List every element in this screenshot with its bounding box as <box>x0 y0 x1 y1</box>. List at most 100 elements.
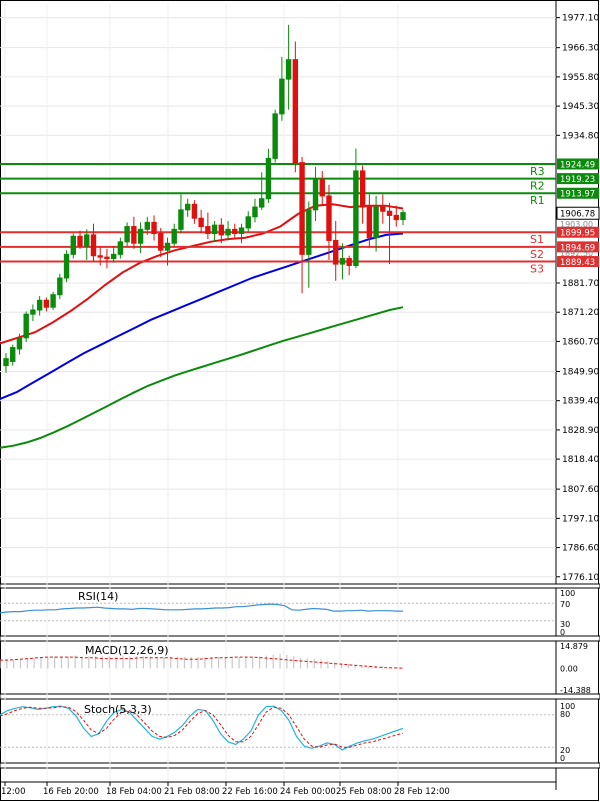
time-axis: 12:00 16 Feb 20:00 18 Feb 04:00 21 Feb 08:0… <box>0 781 556 797</box>
y-tick-label: 1839.40 <box>562 397 599 407</box>
candle-body <box>339 258 346 265</box>
candle <box>333 220 339 281</box>
candle-body <box>353 170 359 266</box>
x-tick-label: 25 Feb 08:00 <box>336 787 392 797</box>
candle <box>218 218 225 244</box>
candle <box>90 223 97 262</box>
resistance-1-tag: 1913.97 <box>560 190 595 200</box>
current-price-tag-bg <box>556 206 600 220</box>
candle <box>184 198 191 217</box>
candle <box>124 222 130 247</box>
candle <box>265 148 272 203</box>
candle-body <box>171 228 177 244</box>
candle <box>373 195 379 252</box>
stoch-k-line <box>0 705 404 751</box>
candle-body <box>131 226 137 244</box>
support-3-tag: 1889.43 <box>560 258 595 268</box>
candle <box>393 205 399 227</box>
candle-body <box>326 195 332 241</box>
candle <box>292 41 299 173</box>
macd-tick-label: -14.388 <box>560 686 591 695</box>
candle <box>258 172 265 210</box>
candle <box>16 333 23 355</box>
price-gridlines <box>0 4 556 790</box>
candle <box>198 209 204 234</box>
candle-body <box>238 227 245 234</box>
resistance-2-tag-bg <box>557 173 599 185</box>
candle <box>23 311 29 342</box>
candle <box>131 216 137 249</box>
candle <box>63 250 70 283</box>
candle <box>306 201 312 288</box>
support-2-tag: 1894.69 <box>560 243 595 253</box>
y-tick-label: 1849.90 <box>562 367 599 377</box>
macd-tick-label: 0.00 <box>560 664 578 673</box>
y-tick-label: 1934.80 <box>562 131 599 141</box>
candle-body <box>299 162 305 255</box>
candle <box>117 237 124 259</box>
stoch-tick-label: 80 <box>560 710 570 719</box>
candle-body <box>366 206 373 239</box>
y-tick-label: 1797.10 <box>562 514 599 524</box>
stoch-d-line <box>0 706 404 748</box>
candle <box>225 220 231 241</box>
candle-body <box>252 206 258 218</box>
x-tick-label: 21 Feb 08:00 <box>164 787 220 797</box>
resistance-2-label: R2 <box>530 180 545 193</box>
candle-body <box>319 178 325 197</box>
current-price-tag: 1906.78 <box>560 210 595 220</box>
candle-body <box>36 299 43 311</box>
candle <box>232 223 238 240</box>
candle-body <box>30 309 36 315</box>
candle-body <box>258 198 265 208</box>
stoch-tick-label: 100 <box>560 702 575 711</box>
candle-body <box>57 277 63 296</box>
candle <box>285 24 292 110</box>
stoch-tick-label: 0 <box>560 754 565 763</box>
rsi-tick-label: 100 <box>560 589 575 598</box>
candle <box>380 194 386 224</box>
candle-body <box>77 235 83 247</box>
candle-body <box>232 228 238 234</box>
candle-body <box>3 358 9 367</box>
rsi-tick-label: 0 <box>560 628 565 637</box>
candle-body <box>23 313 29 339</box>
candle-body <box>285 59 292 80</box>
y-tick-label: 1860.70 <box>562 337 599 347</box>
stoch-tick-label: 20 <box>560 746 570 755</box>
candle <box>245 211 251 233</box>
candle <box>272 109 278 163</box>
x-tick-label: 18 Feb 04:00 <box>106 787 162 797</box>
resistance-1-tag-bg <box>557 187 599 199</box>
candle-body <box>10 347 16 362</box>
candle <box>211 220 218 242</box>
macd-tick-label: 14.879 <box>560 642 588 651</box>
support-1-tag-bg <box>557 226 599 238</box>
panel-separator <box>0 583 600 589</box>
candle <box>144 216 151 235</box>
candle <box>400 209 406 226</box>
candle-body <box>346 258 352 266</box>
candle <box>339 243 346 280</box>
y-tick-label: 1818.40 <box>562 455 599 465</box>
support-1-label: S1 <box>530 233 544 246</box>
candle-body <box>16 337 23 350</box>
panel-separator <box>0 693 600 700</box>
y-tick-label: 1871.20 <box>562 308 599 318</box>
candle <box>70 233 76 259</box>
price-axis: 1977.10 1966.30 1955.80 1945.30 1934.80 1881.… <box>556 14 599 583</box>
x-tick-label: 22 Feb 16:00 <box>222 787 278 797</box>
moving-averages <box>0 203 404 449</box>
candle <box>359 165 366 224</box>
candle <box>30 304 36 322</box>
candle-body <box>245 216 251 229</box>
candle-body <box>144 221 151 230</box>
candle-body <box>312 178 319 211</box>
candle <box>346 255 352 276</box>
candle <box>353 148 359 269</box>
candle-body <box>333 239 339 265</box>
candle-body <box>164 242 171 251</box>
y-tick-label: 1977.10 <box>562 14 599 24</box>
resistance-2-tag: 1919.23 <box>560 175 595 185</box>
candle <box>57 273 63 299</box>
